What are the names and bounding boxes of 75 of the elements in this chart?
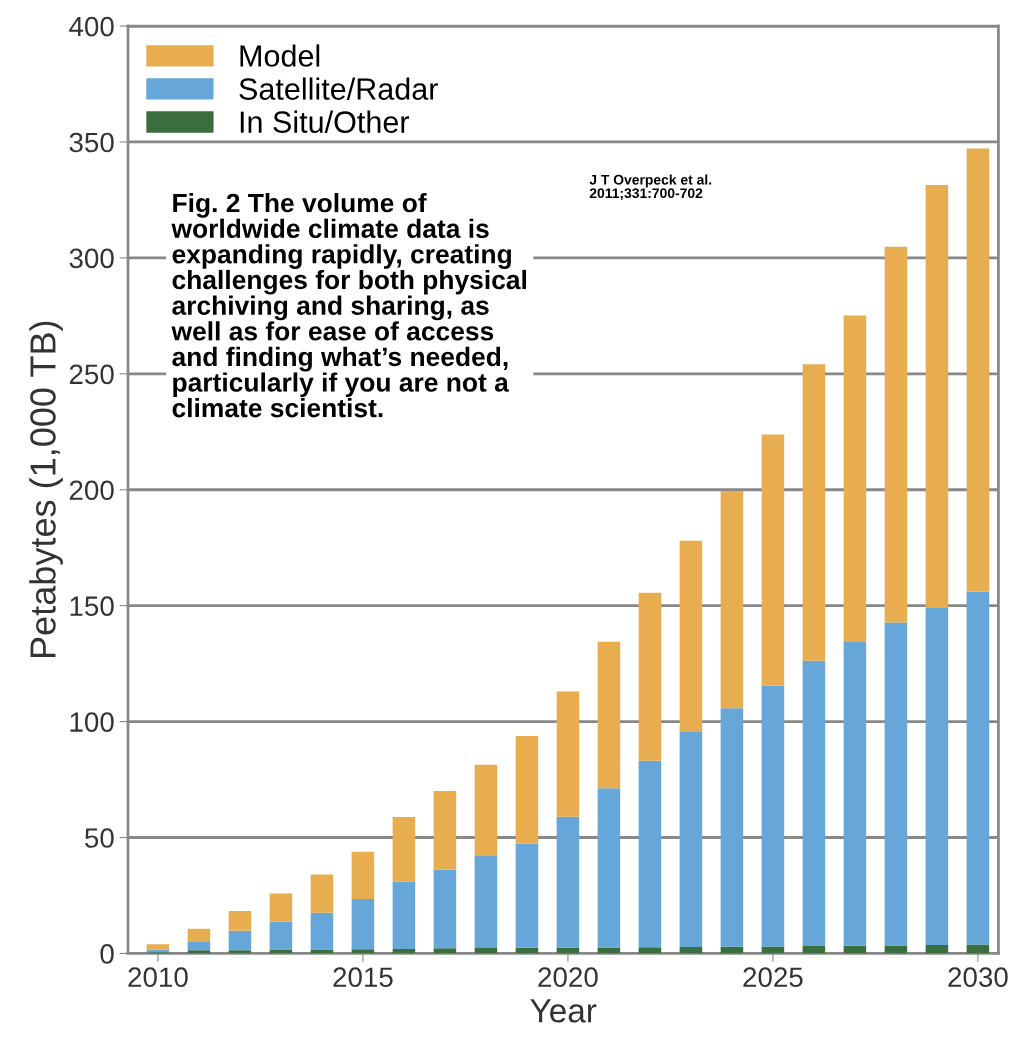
bar	[392, 817, 416, 882]
bar	[556, 691, 580, 817]
y-tick-label: 200	[69, 480, 114, 501]
bar	[556, 816, 580, 948]
bar	[925, 945, 949, 954]
bar	[310, 874, 334, 913]
x-axis-title: Year	[530, 999, 597, 1023]
bar	[269, 921, 293, 950]
y-tick-label: 250	[69, 364, 114, 385]
bar	[884, 246, 908, 623]
y-tick-label: 0	[100, 944, 114, 964]
bar	[720, 490, 744, 709]
y-tick-label: 400	[69, 16, 114, 37]
bar	[843, 315, 867, 643]
bar	[761, 685, 785, 947]
bar	[474, 948, 498, 954]
bar	[679, 946, 703, 954]
bar	[679, 540, 703, 733]
bar	[187, 928, 211, 942]
bar	[474, 855, 498, 949]
bar	[392, 881, 416, 950]
bar	[843, 642, 867, 946]
bar	[515, 843, 539, 948]
bar	[597, 947, 621, 954]
x-tick-label: 2030	[948, 967, 1008, 988]
x-tick-label: 2020	[538, 967, 598, 988]
bar	[966, 148, 990, 592]
bar	[597, 641, 621, 789]
y-axis-title: Petabytes (1,000 TB)	[29, 321, 63, 658]
bar	[802, 660, 826, 947]
bar	[269, 893, 293, 922]
bar	[269, 949, 293, 954]
bar	[720, 708, 744, 947]
x-tick-label: 2015	[333, 967, 393, 988]
bar	[884, 622, 908, 946]
bar	[925, 185, 949, 608]
bar	[228, 950, 252, 954]
bar	[925, 607, 949, 946]
bar	[638, 947, 662, 954]
bar	[638, 760, 662, 948]
annotation: J T Overpeck et al. 2011;331:700-702	[589, 174, 712, 201]
bar	[638, 592, 662, 761]
bar	[597, 788, 621, 948]
bar	[679, 732, 703, 947]
bar	[433, 869, 457, 949]
bar	[310, 912, 334, 950]
bar	[802, 946, 826, 954]
y-tick-label: 350	[69, 132, 114, 153]
legend-label: In Situ/Other	[240, 110, 410, 133]
bar	[228, 930, 252, 951]
bar	[761, 434, 785, 686]
bar	[474, 764, 498, 856]
bar	[351, 898, 375, 950]
bar	[966, 591, 990, 945]
bar	[146, 944, 170, 950]
y-tick-label: 50	[85, 828, 114, 848]
y-tick-label: 100	[70, 712, 114, 732]
bar	[310, 949, 334, 954]
bar	[351, 851, 375, 899]
bar	[433, 948, 457, 954]
bar	[187, 941, 211, 951]
bar	[351, 949, 375, 954]
bar	[187, 950, 211, 954]
y-tick-label: 300	[69, 248, 114, 269]
bar	[761, 946, 785, 954]
bar	[433, 790, 457, 870]
x-tick-label: 2025	[743, 967, 803, 988]
text: Fig. 2 The volume of worldwide climate data is expanding rapidly, creating challenges for both physical archiving and sharing, as well as for ease of access and finding what’s needed, particularly if you are not a climate scientist.	[171, 192, 526, 418]
legend-label: Satellite/Radar	[239, 77, 438, 100]
legend-label: Model	[240, 44, 320, 67]
bar	[515, 735, 539, 844]
bar	[228, 911, 252, 931]
x-tick-label: 2010	[128, 967, 188, 988]
y-tick-label: 150	[70, 596, 114, 616]
bar	[802, 364, 826, 661]
